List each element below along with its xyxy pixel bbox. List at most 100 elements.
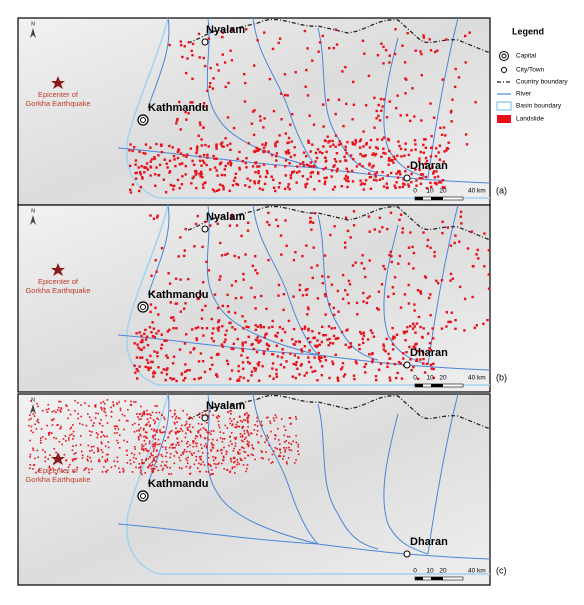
landslide xyxy=(253,180,256,183)
landslide xyxy=(241,344,244,347)
landslide xyxy=(382,136,386,139)
landslide xyxy=(287,149,290,152)
landslide xyxy=(323,176,326,180)
landslide xyxy=(382,45,385,49)
landslide xyxy=(402,182,405,185)
landslide xyxy=(316,171,320,174)
landslide xyxy=(210,450,213,452)
landslide xyxy=(230,347,233,350)
landslide xyxy=(103,402,106,405)
landslide xyxy=(254,255,257,258)
landslide xyxy=(230,162,233,165)
landslide xyxy=(334,353,337,356)
landslide xyxy=(195,146,199,150)
landslide xyxy=(241,425,244,428)
landslide xyxy=(380,283,384,286)
landslide xyxy=(272,109,276,113)
landslide xyxy=(257,364,260,367)
landslide xyxy=(329,341,332,345)
landslide xyxy=(212,459,215,462)
landslide xyxy=(372,335,376,338)
landslide xyxy=(275,218,278,222)
landslide xyxy=(49,454,51,456)
landslide xyxy=(335,170,339,173)
landslide xyxy=(185,457,187,460)
epicenter-label: Epicenter of xyxy=(38,277,79,286)
landslide xyxy=(150,414,152,416)
landslide xyxy=(200,138,203,141)
landslide xyxy=(297,443,299,446)
landslide xyxy=(184,376,187,380)
landslide xyxy=(402,178,405,181)
landslide xyxy=(182,453,184,455)
landslide xyxy=(116,439,118,442)
landslide xyxy=(49,469,52,471)
landslide xyxy=(432,337,435,340)
landslide xyxy=(76,402,79,404)
landslide xyxy=(223,174,226,177)
landslide xyxy=(285,360,288,363)
landslide xyxy=(180,373,183,376)
landslide xyxy=(254,458,256,461)
landslide xyxy=(347,346,351,349)
landslide xyxy=(173,421,176,424)
landslide xyxy=(81,454,84,457)
landslide xyxy=(415,179,418,182)
landslide xyxy=(142,346,146,349)
landslide xyxy=(323,182,326,186)
landslide xyxy=(57,424,59,426)
landslide xyxy=(429,185,433,189)
landslide xyxy=(169,431,172,433)
landslide xyxy=(246,440,249,442)
landslide xyxy=(143,462,145,464)
landslide xyxy=(241,160,244,163)
landslide xyxy=(271,453,274,456)
landslide xyxy=(75,452,77,454)
landslide xyxy=(210,433,212,435)
landslide xyxy=(152,375,155,378)
landslide xyxy=(178,444,180,446)
landslide xyxy=(442,160,445,163)
landslide xyxy=(410,180,413,184)
landslide xyxy=(144,338,148,341)
landslide xyxy=(254,338,258,341)
landslide xyxy=(317,50,320,53)
landslide xyxy=(176,117,179,121)
landslide xyxy=(310,165,313,168)
landslide xyxy=(436,49,439,52)
landslide xyxy=(207,439,210,441)
landslide xyxy=(165,162,168,165)
landslide xyxy=(297,450,299,452)
landslide xyxy=(216,222,219,225)
landslide xyxy=(93,422,95,424)
landslide xyxy=(169,183,172,187)
landslide xyxy=(157,154,160,157)
legend-symbol xyxy=(496,101,512,111)
landslide xyxy=(166,466,169,469)
landslide xyxy=(247,425,249,428)
landslide xyxy=(464,133,468,136)
landslide xyxy=(288,187,291,191)
landslide xyxy=(326,338,329,341)
landslide xyxy=(251,432,253,435)
landslide xyxy=(318,150,322,154)
landslide xyxy=(46,411,49,413)
landslide xyxy=(212,77,215,80)
landslide xyxy=(73,453,76,455)
landslide xyxy=(306,47,309,50)
landslide xyxy=(344,246,347,249)
landslide xyxy=(200,455,202,458)
landslide xyxy=(239,452,241,455)
landslide xyxy=(131,471,134,473)
landslide xyxy=(117,442,119,444)
landslide xyxy=(194,170,197,173)
landslide xyxy=(384,350,387,353)
landslide xyxy=(291,171,294,174)
landslide xyxy=(303,374,306,377)
landslide xyxy=(86,458,88,461)
landslide xyxy=(306,313,309,316)
landslide xyxy=(199,434,202,436)
landslide xyxy=(335,337,339,340)
scale-label: 20 xyxy=(439,375,447,382)
landslide xyxy=(112,405,115,407)
